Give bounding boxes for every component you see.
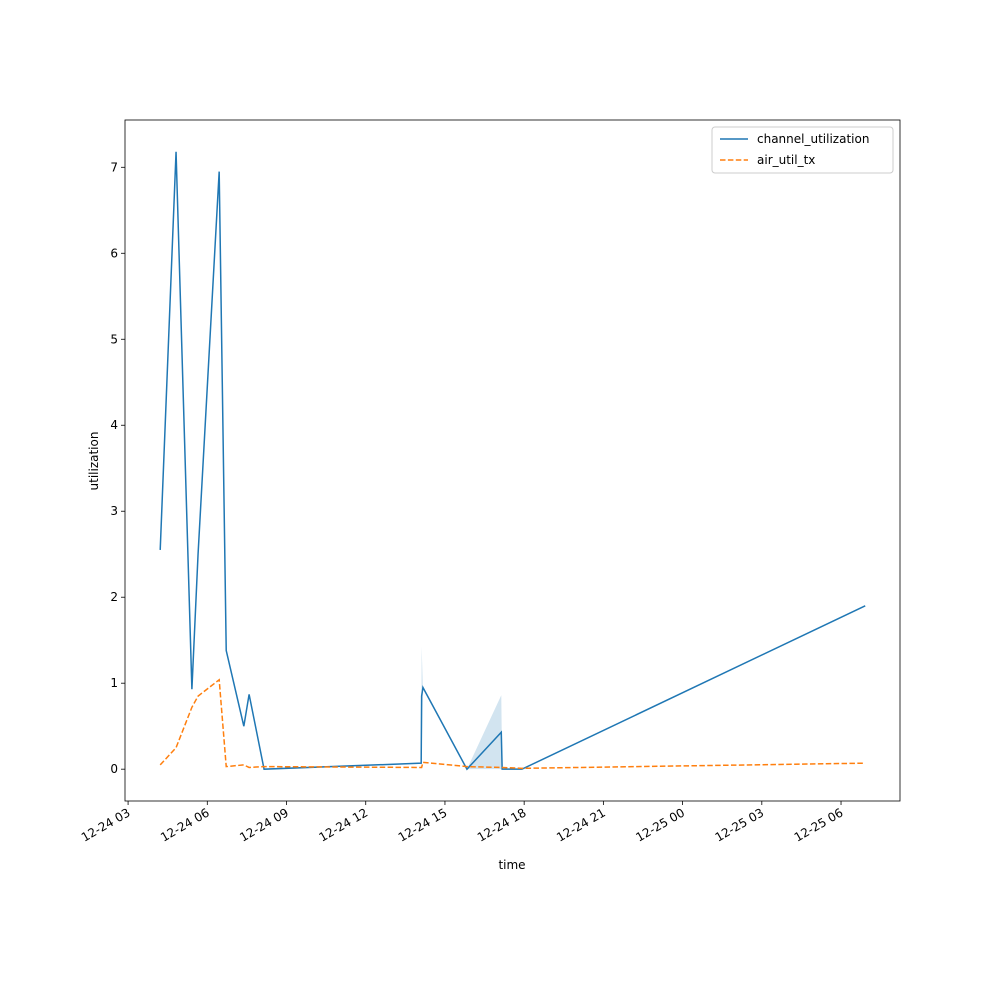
series-line	[159, 151, 866, 771]
x-tick-label: 12-25 03	[713, 805, 767, 844]
y-tick-label: 1	[110, 676, 118, 690]
x-tick-label: 12-24 03	[79, 805, 133, 844]
legend-label: air_util_tx	[757, 153, 815, 167]
y-tick-label: 3	[110, 504, 118, 518]
confidence-band	[160, 151, 866, 770]
y-tick-label: 4	[110, 418, 118, 432]
y-tick-label: 6	[110, 246, 118, 260]
x-tick-label: 12-24 12	[317, 805, 371, 844]
y-tick-label: 2	[110, 590, 118, 604]
y-axis-label: utilization	[87, 432, 101, 491]
series-line	[159, 678, 866, 770]
plot-frame	[124, 119, 901, 802]
legend-box	[711, 126, 894, 174]
x-tick-label: 12-25 06	[792, 805, 846, 844]
x-tick-label: 12-24 06	[158, 805, 212, 844]
y-tick-label: 7	[110, 160, 118, 174]
legend-label: channel_utilization	[757, 132, 869, 146]
x-tick-label: 12-25 00	[633, 805, 687, 844]
x-tick-label: 12-24 09	[237, 805, 291, 844]
y-tick-label: 5	[110, 332, 118, 346]
y-tick-label: 0	[110, 762, 118, 776]
x-tick-label: 12-24 15	[396, 805, 450, 844]
x-axis-label: time	[498, 858, 525, 872]
x-tick-label: 12-24 21	[554, 805, 608, 844]
x-tick-label: 12-24 18	[475, 805, 529, 844]
